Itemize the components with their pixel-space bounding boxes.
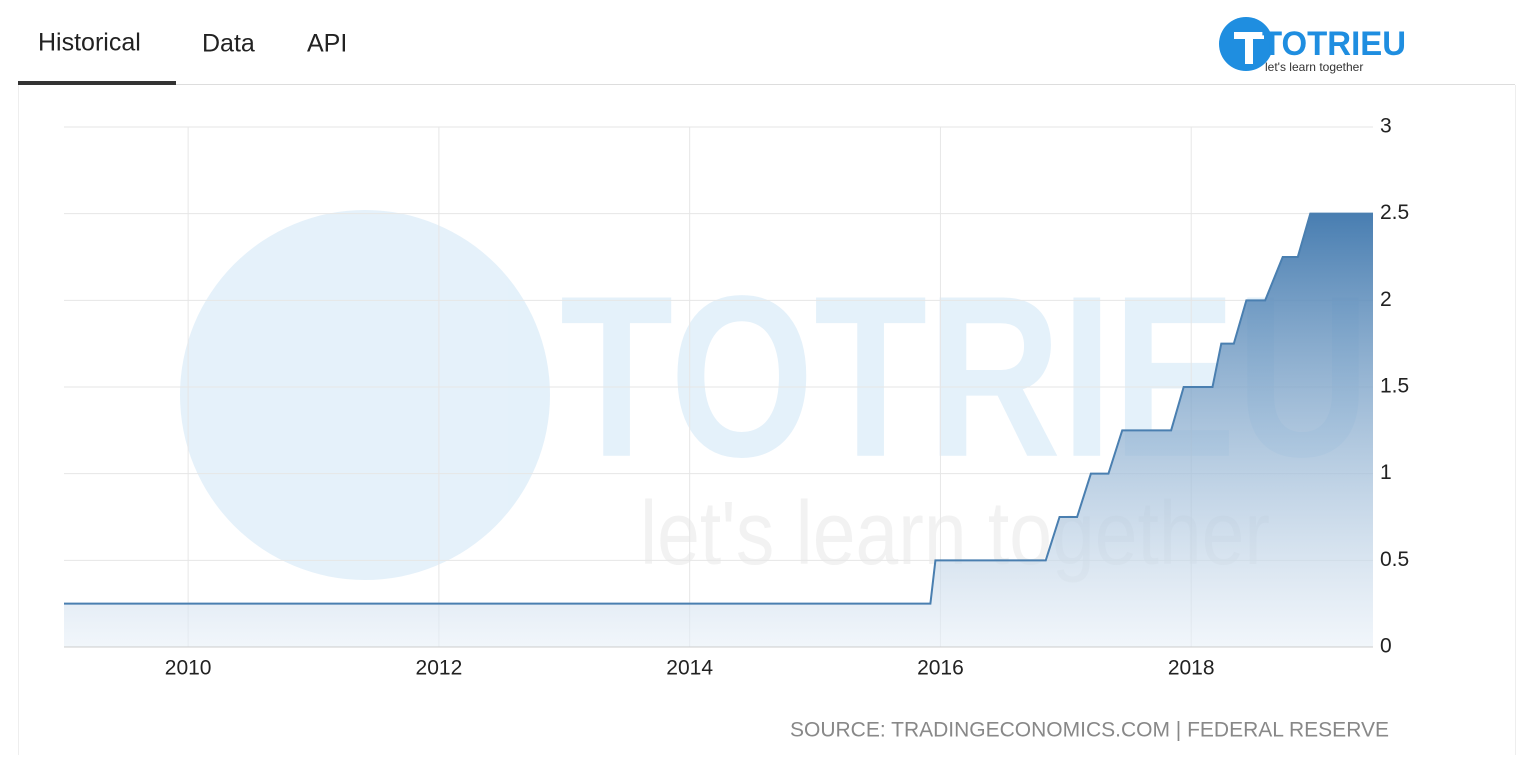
x-tick-label: 2014: [666, 657, 713, 680]
y-tick-label: 2.5: [1380, 201, 1409, 224]
logo-tagline: let's learn together: [1265, 60, 1363, 74]
y-tick-label: 2: [1380, 288, 1392, 311]
x-tick-label: 2016: [917, 657, 964, 680]
y-tick-label: 1.5: [1380, 375, 1409, 398]
y-tick-label: 1: [1380, 461, 1392, 484]
y-tick-label: 0: [1380, 635, 1392, 658]
tab-underline: [18, 81, 176, 85]
watermark-circle: [180, 210, 550, 580]
y-tick-label: 0.5: [1380, 548, 1409, 571]
tab[interactable]: Data: [202, 30, 255, 58]
source: SOURCE: TRADINGECONOMICS.COM | FEDERAL R…: [790, 719, 1389, 742]
line: [64, 212, 1373, 605]
tab[interactable]: Historical: [38, 29, 141, 57]
plot: 0 0.5 1 1.5 2 2.5 3 2010 2012 2014 2016 2018: [64, 115, 1409, 680]
logo-t: [1245, 32, 1253, 64]
x-tick-label: 2018: [1168, 657, 1215, 680]
tab[interactable]: API: [307, 30, 347, 58]
logo: TOTRIEU let's learn together: [1219, 17, 1406, 74]
x-tick-label: 2010: [165, 657, 212, 680]
logo-name: TOTRIEU: [1262, 25, 1406, 63]
area-fill: [64, 213, 1373, 647]
y-tick-label: 3: [1380, 115, 1392, 138]
x-tick-label: 2012: [416, 657, 463, 680]
